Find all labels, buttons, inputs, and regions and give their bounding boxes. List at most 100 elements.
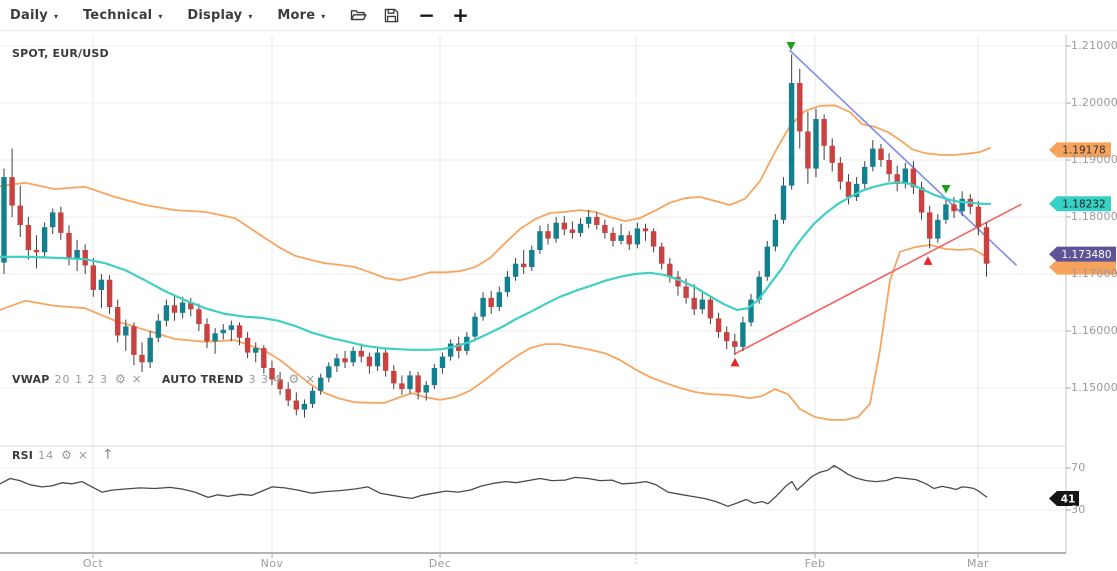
price-flag-badge-label: 1.19178 bbox=[1062, 145, 1105, 157]
candle bbox=[204, 318, 210, 349]
candle bbox=[935, 214, 941, 243]
candle bbox=[772, 214, 779, 252]
candle bbox=[829, 138, 835, 172]
vwap-settings-gear-icon[interactable]: ⚙ bbox=[115, 372, 126, 386]
candle bbox=[910, 161, 917, 195]
candle bbox=[480, 292, 486, 321]
x-axis-label: Feb bbox=[804, 557, 826, 570]
candle bbox=[90, 258, 96, 297]
candle bbox=[959, 191, 965, 216]
candle bbox=[788, 54, 795, 190]
candle bbox=[715, 312, 722, 338]
candle bbox=[472, 312, 478, 342]
menu-technical[interactable]: Technical ▾ bbox=[83, 8, 162, 23]
save-floppy-icon bbox=[385, 8, 399, 22]
candle bbox=[123, 319, 129, 351]
candle bbox=[423, 381, 429, 401]
candle bbox=[724, 326, 730, 350]
sell-triangle-icon bbox=[786, 42, 796, 51]
candle bbox=[699, 292, 705, 314]
candle bbox=[813, 108, 819, 178]
candle bbox=[285, 382, 291, 407]
candle bbox=[456, 336, 462, 359]
candle bbox=[561, 215, 567, 236]
candle bbox=[821, 114, 827, 160]
autotrend-settings-gear-icon[interactable]: ⚙ bbox=[288, 372, 300, 386]
x-axis-label: Mar bbox=[967, 557, 989, 570]
autotrend-remove-close-icon[interactable]: × bbox=[305, 372, 316, 386]
candle bbox=[764, 240, 770, 281]
candle bbox=[115, 299, 121, 343]
candle bbox=[196, 303, 202, 331]
x-axis-label: Oct bbox=[82, 557, 104, 570]
gridlines bbox=[0, 35, 1066, 553]
rsi-remove-close-icon[interactable]: × bbox=[77, 448, 88, 462]
candle bbox=[797, 68, 803, 149]
chevron-down-icon: ▾ bbox=[158, 11, 163, 21]
x-axis-label: Nov bbox=[260, 557, 284, 570]
candle bbox=[188, 297, 194, 317]
chevron-down-icon: ▾ bbox=[53, 11, 58, 21]
candle bbox=[382, 349, 389, 377]
menu-interval-label: Daily bbox=[10, 7, 48, 23]
candle bbox=[358, 343, 364, 363]
menu-technical-label: Technical bbox=[82, 7, 153, 23]
candle bbox=[33, 235, 40, 269]
vwap-remove-close-icon[interactable]: × bbox=[131, 372, 142, 386]
indicator-row-overlays: VWAP 20 1 2 3 ⚙ × AUTO TREND 3 3 4 ⚙ × bbox=[12, 372, 321, 386]
move-panel-up-arrow-icon[interactable]: ↑ bbox=[101, 447, 114, 463]
candle bbox=[350, 346, 356, 367]
menu-interval[interactable]: Daily ▾ bbox=[10, 8, 58, 23]
candle bbox=[975, 201, 982, 236]
candle bbox=[399, 375, 405, 395]
candle bbox=[691, 284, 697, 315]
chevron-down-icon: ▾ bbox=[321, 11, 326, 21]
candle bbox=[740, 316, 746, 351]
candle bbox=[58, 206, 64, 240]
save-chart-button[interactable] bbox=[384, 6, 399, 24]
trend-markers bbox=[730, 42, 951, 367]
candle bbox=[106, 275, 113, 314]
candle bbox=[983, 222, 990, 277]
price-axis-label: 1.18000 bbox=[1071, 209, 1117, 223]
price-flag-badge bbox=[1049, 490, 1079, 506]
menu-display[interactable]: Display ▾ bbox=[187, 8, 252, 23]
candle bbox=[74, 239, 80, 272]
candle bbox=[212, 328, 218, 354]
bollinger-bands bbox=[0, 104, 991, 421]
menu-more-label: More bbox=[277, 7, 316, 23]
x-axis-label: Dec bbox=[428, 557, 452, 570]
candle bbox=[659, 242, 665, 270]
candle bbox=[261, 345, 267, 374]
candle bbox=[301, 399, 308, 418]
rsi-settings-gear-icon[interactable]: ⚙ bbox=[61, 448, 72, 462]
candle bbox=[407, 370, 413, 394]
menu-more[interactable]: More ▾ bbox=[277, 8, 325, 23]
candle bbox=[50, 208, 56, 235]
candle bbox=[439, 352, 446, 374]
open-chart-button[interactable] bbox=[350, 6, 367, 24]
candle bbox=[521, 250, 527, 274]
candle bbox=[17, 185, 23, 237]
candle bbox=[943, 198, 949, 224]
candle bbox=[675, 271, 681, 296]
rsi-line bbox=[0, 464, 988, 507]
candle bbox=[650, 228, 657, 253]
candle bbox=[309, 386, 316, 408]
candle bbox=[318, 373, 324, 395]
zoom-in-button[interactable]: + bbox=[452, 3, 469, 27]
candle bbox=[171, 295, 178, 321]
candle bbox=[894, 165, 900, 192]
candle bbox=[236, 322, 243, 346]
zoom-out-button[interactable]: − bbox=[418, 3, 436, 27]
candles bbox=[1, 54, 990, 418]
price-flag-badge bbox=[1049, 196, 1111, 212]
candle bbox=[179, 296, 186, 319]
candle bbox=[967, 194, 973, 215]
candle bbox=[1, 168, 7, 274]
chevron-down-icon: ▾ bbox=[248, 11, 253, 21]
candle bbox=[837, 157, 844, 190]
candle bbox=[326, 362, 332, 383]
